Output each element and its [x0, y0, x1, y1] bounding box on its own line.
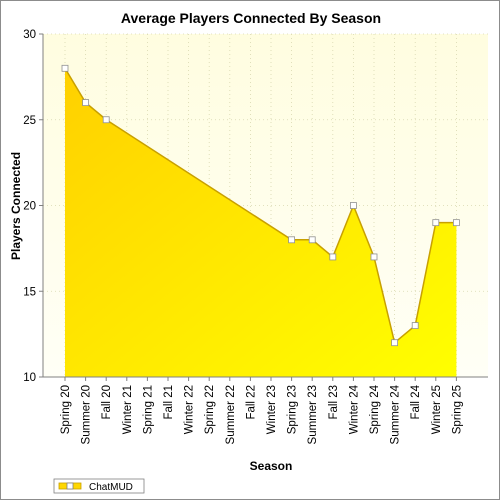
data-point-marker	[411, 322, 419, 329]
y-tick-label: 25	[23, 115, 36, 127]
data-point-marker	[61, 64, 69, 72]
data-point-marker	[432, 219, 440, 227]
data-point-marker	[349, 202, 357, 209]
data-point-marker	[288, 236, 296, 244]
y-tick-label: 10	[23, 372, 36, 384]
series-line	[64, 67, 457, 345]
x-tick-label: Spring 23	[287, 385, 299, 434]
chart-title: Average Players Connected By Season	[121, 10, 381, 26]
y-axis-ticks: 10 15 20 25 30	[23, 29, 43, 384]
legend: ChatMUD	[53, 478, 145, 494]
legend-box	[53, 478, 145, 494]
legend-marker-icon	[66, 482, 74, 490]
data-point-marker	[82, 99, 89, 106]
x-tick-label: Spring 20	[60, 385, 72, 434]
x-tick-label: Winter 22	[184, 385, 196, 434]
x-tick-label: Summer 22	[225, 385, 237, 444]
x-tick-label: Fall 24	[410, 384, 422, 419]
area-series	[64, 67, 457, 378]
x-tick-label: Summer 24	[390, 384, 402, 444]
x-tick-label: Winter 23	[266, 385, 278, 434]
data-points	[61, 64, 460, 347]
data-point-marker	[452, 219, 460, 227]
x-tick-label: Spring 21	[142, 385, 154, 434]
data-point-marker	[370, 253, 378, 261]
x-tick-label: Spring 22	[204, 385, 216, 434]
y-tick-label: 20	[23, 201, 36, 213]
x-tick-label: Spring 25	[451, 385, 463, 434]
x-tick-label: Fall 22	[245, 385, 257, 420]
x-tick-label: Fall 23	[328, 385, 340, 420]
data-point-marker	[391, 339, 399, 347]
x-axis-ticks: Spring 20 Summer 20 Fall 20 Winter 21 Spring…	[60, 377, 463, 444]
x-tick-label: Winter 24	[348, 384, 360, 434]
x-tick-label: Fall 20	[101, 385, 113, 420]
x-tick-label: Summer 20	[81, 385, 93, 444]
data-point-marker	[308, 236, 316, 244]
area-fill	[65, 68, 457, 378]
x-tick-label: Fall 21	[163, 385, 175, 420]
data-point-marker	[329, 253, 337, 261]
legend-label: ChatMUD	[89, 482, 133, 493]
y-tick-label: 30	[23, 29, 36, 41]
data-point-marker	[102, 116, 110, 124]
x-tick-label: Winter 25	[431, 385, 443, 434]
x-axis-title: Season	[250, 459, 293, 473]
y-axis-title: Players Connected	[9, 152, 23, 260]
x-tick-label: Summer 23	[307, 385, 319, 444]
x-tick-label: Winter 21	[122, 385, 134, 434]
x-tick-label: Spring 24	[369, 384, 381, 434]
y-tick-label: 15	[23, 286, 36, 298]
